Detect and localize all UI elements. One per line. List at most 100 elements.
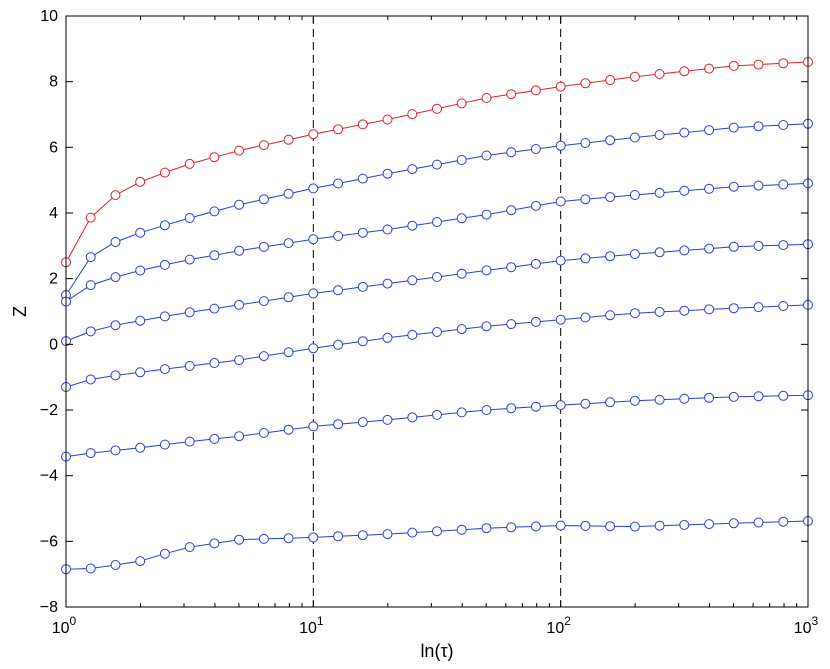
- series-7-point: [481, 523, 492, 534]
- series-3-point: [184, 254, 195, 265]
- series-6-point: [308, 421, 319, 432]
- series-7-point: [432, 526, 442, 537]
- series-1-point: [753, 59, 764, 70]
- series-3-point: [704, 183, 715, 194]
- series-2-point: [135, 227, 146, 238]
- series-2-point: [555, 140, 566, 151]
- series-5-point: [704, 304, 715, 315]
- y-tick-label: 10: [40, 8, 58, 25]
- series-2-point: [679, 127, 690, 138]
- x-tick-label-base: 10: [794, 620, 812, 637]
- series-3-point: [308, 234, 319, 245]
- series-4-point: [135, 315, 146, 326]
- series-1-point: [629, 71, 640, 82]
- series-6-point: [654, 394, 665, 405]
- series-7-point: [555, 520, 566, 531]
- series-7-point: [85, 563, 96, 574]
- series-2-point: [654, 130, 665, 140]
- series-4-point: [778, 240, 789, 251]
- series-5-point: [555, 314, 566, 325]
- series-3-point: [778, 179, 789, 190]
- series-1: [61, 57, 813, 268]
- series-7-point: [135, 556, 146, 567]
- y-tick-label: −2: [40, 402, 58, 419]
- y-axis-label: Z: [10, 306, 30, 317]
- y-tick-label: 4: [49, 205, 58, 222]
- series-2-point: [481, 150, 492, 161]
- series-2-point: [629, 132, 640, 143]
- series-6-point: [753, 391, 764, 402]
- series-6-point: [283, 424, 294, 435]
- series-5-point: [654, 306, 665, 317]
- series-4-point: [283, 292, 294, 303]
- series-7-point: [357, 530, 368, 541]
- series-5-point: [481, 321, 492, 332]
- series-3-point: [382, 224, 393, 235]
- series-2-point: [283, 188, 294, 199]
- series-2-point: [605, 135, 616, 146]
- series-2-point: [432, 159, 442, 170]
- series-4-point: [184, 307, 195, 318]
- series-4-point: [308, 288, 319, 299]
- series-5-point: [530, 316, 541, 327]
- x-tick-label: 101: [299, 614, 324, 637]
- x-tick-label: 100: [52, 614, 77, 637]
- series-7-point: [184, 542, 195, 553]
- series-6-point: [234, 431, 245, 442]
- series-6-point: [728, 391, 739, 402]
- series-6-point: [407, 412, 418, 423]
- series-4-point: [481, 265, 492, 276]
- series-1-point: [481, 93, 492, 103]
- series-5-point: [456, 324, 467, 335]
- series-7-point: [605, 521, 616, 532]
- series-5-point: [382, 332, 393, 343]
- series-2-point: [85, 252, 96, 263]
- series-4-point: [580, 253, 591, 264]
- series-1-point: [580, 78, 591, 89]
- y-tick-label: 8: [49, 74, 58, 91]
- series-6-point: [159, 439, 170, 450]
- series-4-point: [85, 326, 96, 337]
- series-2-point: [357, 173, 368, 184]
- series-3-point: [629, 190, 640, 200]
- series-5-point: [85, 374, 96, 385]
- series-6-point: [555, 400, 566, 411]
- series-4-point: [654, 247, 665, 258]
- x-tick-label-exponent: 3: [812, 614, 819, 628]
- series-1-point: [357, 119, 368, 130]
- series-1-point: [654, 69, 665, 79]
- series-5: [61, 299, 813, 392]
- series-4-point: [407, 275, 418, 286]
- series-4-point: [605, 251, 616, 262]
- reference-lines: [312, 16, 562, 607]
- series-7-point: [159, 548, 170, 559]
- series-1-point: [704, 63, 715, 74]
- series-5-point: [159, 364, 170, 375]
- series-3-point: [753, 180, 764, 191]
- series-2-point: [407, 164, 418, 175]
- series-4-point: [432, 272, 442, 282]
- series-3-point: [506, 205, 517, 216]
- series-1-point: [728, 60, 739, 71]
- series-5-point: [258, 351, 269, 362]
- series-4-point: [258, 296, 269, 307]
- series-6-point: [605, 397, 616, 408]
- axis-ticks: [65, 15, 809, 608]
- series-3-point: [110, 272, 121, 283]
- series-3-point: [85, 280, 96, 291]
- series-6-point: [184, 436, 195, 447]
- series-7-point: [407, 527, 418, 538]
- series-3-point: [555, 196, 566, 207]
- series-7-point: [728, 518, 739, 529]
- series-3-point: [407, 220, 418, 231]
- series-6-point: [530, 401, 541, 412]
- series-1-point: [283, 134, 294, 145]
- series-7-point: [308, 532, 319, 543]
- series-3-point: [283, 238, 294, 249]
- y-tick-label: −6: [40, 533, 58, 550]
- series-7-point: [258, 533, 269, 544]
- y-tick-label: −8: [40, 599, 58, 616]
- series-3-point: [456, 213, 467, 224]
- series-5-point: [728, 303, 739, 314]
